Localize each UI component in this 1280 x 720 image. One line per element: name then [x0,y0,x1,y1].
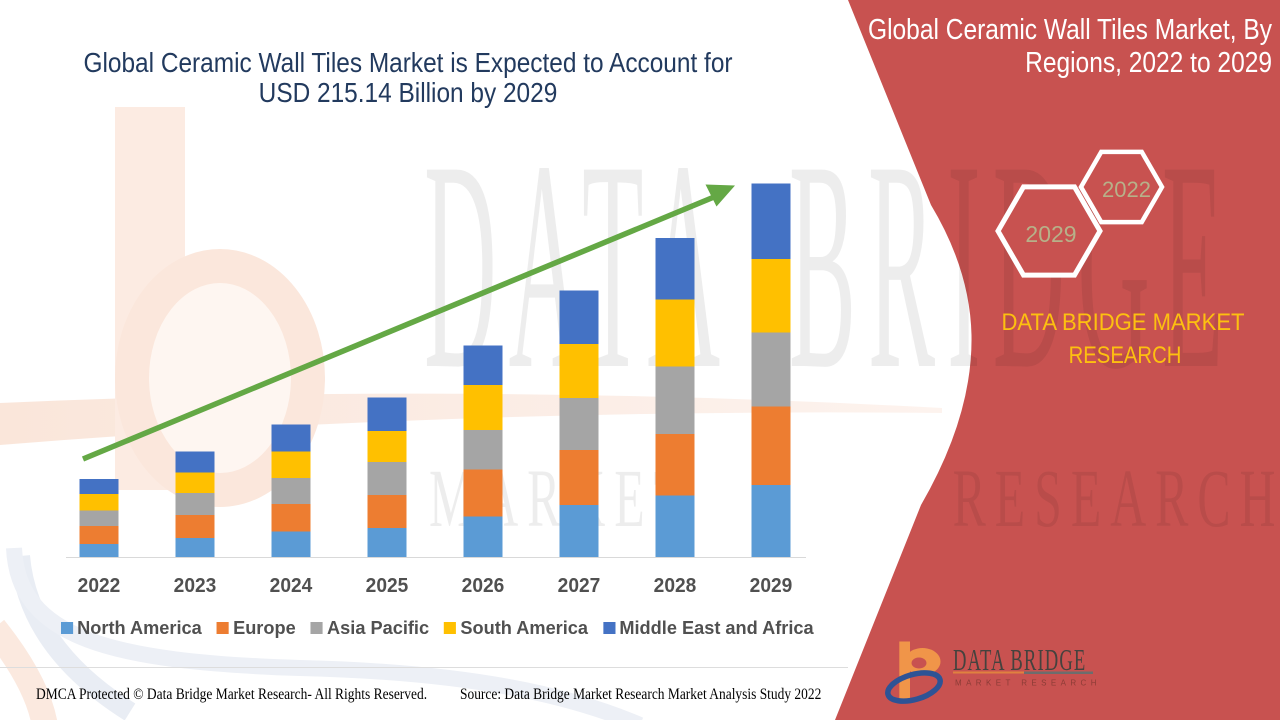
svg-text:MARKET RESEARCH: MARKET RESEARCH [955,679,1101,688]
svg-text:DATA BRIDGE: DATA BRIDGE [953,642,1086,677]
